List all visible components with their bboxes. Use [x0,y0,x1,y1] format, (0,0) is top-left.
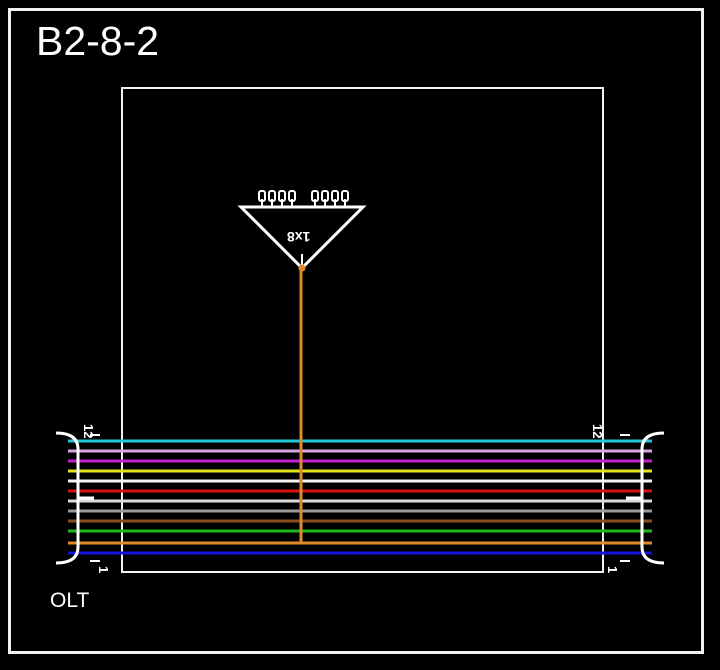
right-brace-label-bottom: 1 [605,566,620,574]
left-brace-label-top: 12 [81,424,96,439]
right-brace-label-top: 12 [590,424,605,439]
outer-frame-border [8,8,704,654]
left-brace-label-bottom: 1 [96,566,111,574]
page-title: B2-8-2 [36,18,160,64]
olt-label: OLT [50,589,90,612]
enclosure-rectangle [121,87,604,573]
splitter-ratio-label: 1x8 [287,229,311,245]
